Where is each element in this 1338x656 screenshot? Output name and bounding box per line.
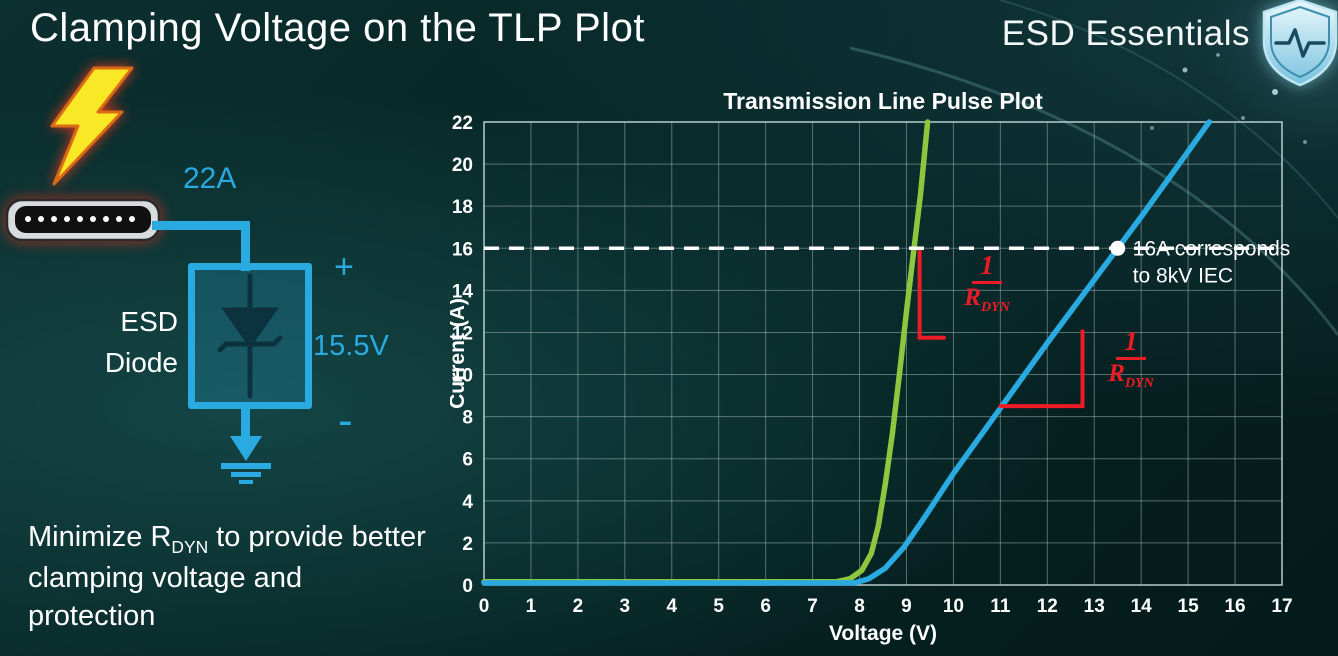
- note-post: to provide better clamping voltage and p…: [28, 521, 426, 633]
- y-tick-label: 12: [452, 323, 473, 344]
- x-tick-label: 13: [1084, 596, 1105, 617]
- slope-label-blue: 1 RDYN: [1095, 327, 1167, 392]
- high-rdyn-esd-diode-curve: [481, 119, 1212, 586]
- x-tick-label: 14: [1131, 596, 1153, 617]
- ground-symbol-icon: [231, 472, 261, 477]
- low-rdyn-esd-diode-curve: [481, 119, 931, 585]
- tlp-chart: 0 1 2 3 4 5 6 7 8 9 10 11 12 13 14 15 16 17 0 2 4 6 8 10 12 14 16 1…: [446, 85, 1338, 656]
- y-tick-label: 18: [452, 197, 473, 218]
- brand-text: ESD Essentials: [1001, 14, 1250, 53]
- tlp-plot-svg: 0 1 2 3 4 5 6 7 8 9 10 11 12 13 14 15 16 1702468101214161…: [446, 88, 1293, 645]
- wire-horizontal: [152, 221, 250, 230]
- ground-symbol-icon: [239, 480, 253, 484]
- y-tick-label: 2: [462, 534, 473, 555]
- x-tick-label: 2: [573, 596, 584, 617]
- rdyn-symbol: R: [964, 284, 981, 312]
- rdyn-subscript: DYN: [980, 300, 1010, 316]
- fraction-denominator: RDYN: [955, 284, 1019, 315]
- plot-border: [483, 121, 1283, 586]
- x-axis-label: Voltage (V): [829, 622, 937, 645]
- annotation-line2: to 8kV IEC: [1133, 264, 1233, 287]
- x-tick-label: 10: [943, 596, 964, 617]
- y-tick-label: 14: [452, 281, 474, 302]
- 16a-marker-dot: [1110, 240, 1126, 256]
- y-tick-label: 6: [462, 450, 473, 471]
- hdmi-connector-icon: [5, 198, 161, 242]
- x-tick-label: 16: [1224, 596, 1245, 617]
- esd-diode-box: [188, 263, 312, 409]
- clamp-voltage-label: 15.5V: [313, 330, 389, 362]
- y-tick-label: 8: [462, 408, 473, 429]
- esd-diode-label-line2: Diode: [104, 346, 178, 378]
- note-text: Minimize RDYN to provide better clamping…: [28, 518, 433, 635]
- shield-pulse-icon: [1258, 0, 1338, 89]
- x-tick-label: 1: [526, 596, 537, 617]
- x-tick-label: 5: [713, 596, 724, 617]
- wire-to-diode: [241, 221, 250, 271]
- annotation-line1: 16A corresponds: [1133, 237, 1291, 260]
- green-slope-bracket: [917, 249, 946, 340]
- y-tick-label: 0: [462, 576, 473, 597]
- x-tick-label: 9: [901, 596, 912, 617]
- lightning-bolt-icon: [50, 66, 134, 186]
- slope-label-green: 1 RDYN: [955, 251, 1019, 316]
- x-tick-label: 15: [1178, 596, 1200, 617]
- rdyn-subscript: DYN: [1124, 376, 1154, 392]
- y-tick-label: 20: [452, 155, 473, 176]
- wire-to-ground: [241, 404, 250, 440]
- x-tick-label: 7: [807, 596, 818, 617]
- rdyn-symbol: R: [1108, 360, 1125, 388]
- x-tick-label: 4: [666, 596, 677, 617]
- y-tick-label: 16: [452, 239, 473, 260]
- fraction-numerator: 1: [972, 251, 1002, 285]
- dot-decoration: [1182, 67, 1188, 73]
- ground-symbol-icon: [221, 463, 271, 469]
- zener-diode-symbol-icon: [217, 273, 283, 399]
- x-tick-label: 6: [760, 596, 771, 617]
- x-tick-label: 17: [1271, 596, 1292, 617]
- minus-label: -: [338, 396, 353, 445]
- note-subscript: DYN: [171, 536, 209, 557]
- surge-current-label: 22A: [183, 162, 237, 195]
- y-tick-label: 22: [452, 113, 473, 134]
- y-tick-label: 10: [452, 366, 473, 387]
- x-tick-label: 0: [479, 596, 490, 617]
- x-tick-label: 12: [1037, 596, 1058, 617]
- blue-slope-bracket: [998, 329, 1085, 409]
- fraction-denominator: RDYN: [1095, 360, 1167, 391]
- plus-label: +: [334, 248, 354, 286]
- esd-diode-label-line1: ESD: [120, 306, 178, 337]
- x-tick-label: 3: [620, 596, 631, 617]
- esd-diode-label: ESD Diode: [88, 302, 178, 383]
- y-tick-label: 4: [462, 492, 473, 513]
- y-axis-label: Current (A): [450, 298, 469, 409]
- page-title: Clamping Voltage on the TLP Plot: [30, 6, 645, 50]
- note-pre: Minimize R: [28, 521, 172, 553]
- chart-title: Transmission Line Pulse Plot: [723, 88, 1043, 114]
- ground-arrow-icon: [230, 436, 262, 461]
- x-tick-label: 8: [854, 596, 865, 617]
- x-tick-label: 11: [990, 596, 1011, 617]
- fraction-numerator: 1: [1116, 327, 1146, 361]
